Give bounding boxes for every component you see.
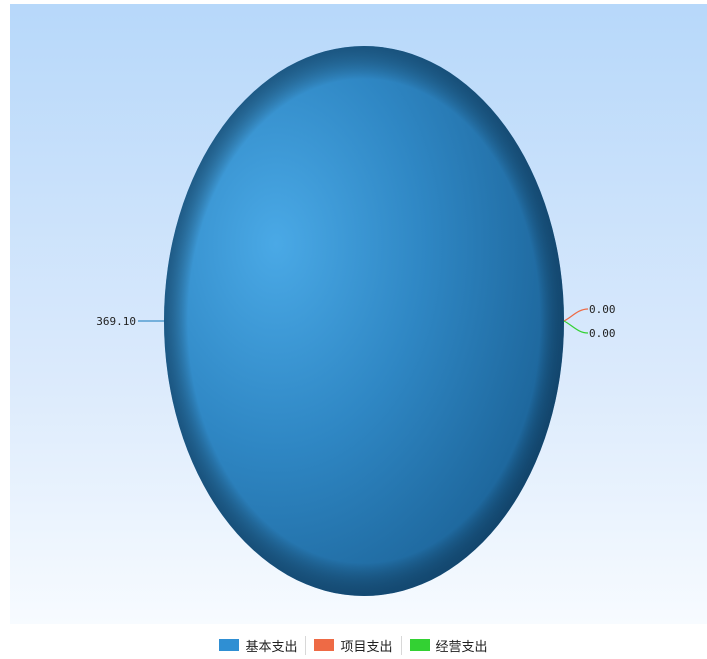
legend-label: 项目支出: [340, 639, 393, 655]
legend-item-project[interactable]: 项目支出: [305, 635, 400, 655]
legend-label: 经营支出: [435, 639, 488, 655]
legend-swatch: [314, 639, 335, 651]
pie-rim-shade: [164, 46, 564, 596]
legend-item-operating[interactable]: 经营支出: [400, 635, 496, 655]
data-label-2: 0.00: [589, 327, 616, 340]
label-leader-2: [563, 320, 589, 334]
legend-item-basic[interactable]: 基本支出: [211, 636, 305, 655]
chart-legend: 基本支出 项目支出 经营支出: [0, 634, 707, 656]
legend-swatch: [409, 639, 430, 651]
data-label-0: 369.10: [96, 315, 136, 328]
label-leader-1: [563, 308, 589, 322]
legend-swatch: [219, 639, 240, 651]
legend-label: 基本支出: [245, 639, 298, 655]
data-label-1: 0.00: [589, 303, 616, 316]
